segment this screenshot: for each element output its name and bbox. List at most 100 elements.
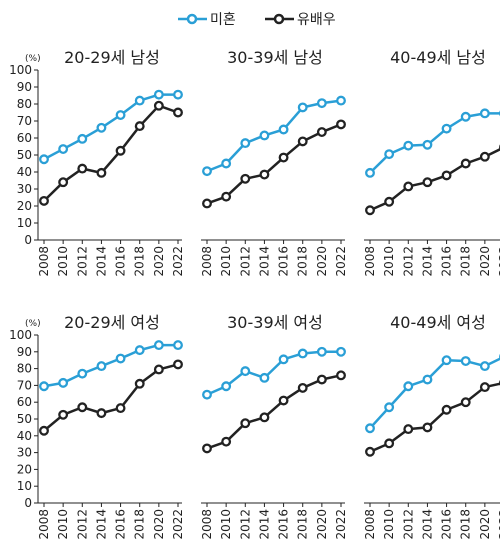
panel-title-40-49세-여성: 40-49세 여성 [390, 313, 486, 332]
data-point-unmarried-20-29세-남성-2012 [77, 133, 88, 144]
data-point-married-40-49세-여성-2014 [422, 422, 433, 433]
x-tick-label-20-29세-여성-2018: 2018 [133, 509, 147, 540]
x-tick-label-40-49세-여성-2014: 2014 [420, 509, 434, 540]
data-point-unmarried-40-49세-여성-2018 [460, 356, 471, 366]
data-point-unmarried-40-49세-여성-2020 [479, 361, 490, 372]
x-tick-label-40-49세-여성-2022: 2022 [497, 509, 500, 540]
data-point-unmarried-20-29세-남성-2014 [96, 122, 107, 133]
data-point-married-20-29세-여성-2018 [134, 378, 145, 389]
panel-title-40-49세-남성: 40-49세 남성 [390, 48, 486, 67]
data-point-married-30-39세-남성-2012 [240, 173, 251, 184]
x-tick-label-30-39세-남성-2022: 2022 [334, 246, 348, 277]
data-point-married-30-39세-여성-2022 [336, 370, 346, 381]
x-tick-label-20-29세-남성-2014: 2014 [94, 246, 108, 277]
y-tick-label-20-29세-남성-60: 60 [17, 131, 32, 145]
legend-item-unmarried: 미혼 [178, 12, 236, 28]
data-point-unmarried-20-29세-여성-2008 [39, 381, 49, 392]
y-tick-label-20-29세-여성-60: 60 [17, 395, 32, 409]
data-point-married-20-29세-여성-2010 [58, 409, 69, 420]
y-tick-label-20-29세-여성-20: 20 [17, 462, 32, 476]
data-point-unmarried-40-49세-여성-2016 [441, 355, 452, 366]
data-point-married-40-49세-남성-2008 [365, 205, 375, 216]
data-point-married-40-49세-여성-2012 [403, 424, 414, 435]
data-point-unmarried-40-49세-남성-2008 [365, 167, 375, 178]
x-tick-label-30-39세-여성-2014: 2014 [257, 509, 271, 540]
data-point-unmarried-20-29세-여성-2022 [173, 340, 183, 351]
legend-marker-unmarried [186, 13, 198, 25]
data-point-married-40-49세-남성-2016 [441, 170, 452, 181]
data-point-unmarried-40-49세-여성-2012 [403, 381, 414, 392]
data-point-married-30-39세-남성-2018 [297, 136, 308, 147]
data-point-unmarried-40-49세-남성-2018 [460, 111, 471, 122]
data-point-unmarried-20-29세-여성-2018 [134, 345, 145, 356]
y-tick-label-20-29세-여성-0: 0 [24, 496, 32, 510]
data-point-unmarried-30-39세-여성-2012 [240, 366, 251, 377]
data-point-married-30-39세-여성-2014 [259, 412, 270, 423]
data-point-unmarried-20-29세-남성-2022 [173, 89, 183, 100]
data-point-unmarried-30-39세-여성-2018 [297, 348, 308, 359]
x-tick-label-30-39세-여성-2008: 2008 [200, 509, 214, 540]
x-tick-label-40-49세-남성-2012: 2012 [401, 246, 415, 277]
data-point-unmarried-40-49세-여성-2010 [384, 402, 395, 413]
data-point-married-20-29세-남성-2008 [39, 195, 49, 206]
x-tick-label-20-29세-여성-2022: 2022 [171, 509, 185, 540]
series-line-married-20-29세-여성 [43, 363, 179, 432]
data-point-married-20-29세-남성-2010 [58, 177, 69, 188]
data-point-married-40-49세-여성-2020 [479, 382, 490, 393]
y-tick-label-20-29세-여성-100: 100 [9, 328, 32, 342]
data-point-unmarried-20-29세-남성-2008 [39, 154, 49, 165]
y-tick-label-20-29세-남성-30: 30 [17, 182, 32, 196]
data-point-unmarried-20-29세-남성-2010 [58, 144, 69, 154]
legend-label-unmarried: 미혼 [210, 12, 236, 28]
x-tick-label-20-29세-여성-2014: 2014 [94, 509, 108, 540]
panel-30-39세-여성: 30-39세 여성 2008 2010 2012 2014 2016 2018 2020 202… [200, 313, 348, 540]
y-tick-label-20-29세-남성-90: 90 [17, 80, 32, 94]
data-point-married-30-39세-남성-2014 [259, 169, 270, 180]
data-point-unmarried-30-39세-남성-2022 [336, 95, 346, 106]
panel-20-29세-남성: 20-29세 남성 0 10 20 30 40 50 60 70 80 90 100(%) 2008 20… [9, 48, 185, 277]
x-tick-label-20-29세-여성-2010: 2010 [56, 509, 70, 540]
data-point-unmarried-20-29세-남성-2018 [134, 95, 145, 106]
x-tick-label-20-29세-남성-2020: 2020 [152, 246, 166, 277]
data-point-unmarried-30-39세-남성-2018 [297, 102, 308, 113]
x-tick-label-30-39세-여성-2016: 2016 [277, 509, 291, 540]
data-point-unmarried-30-39세-남성-2012 [240, 138, 251, 149]
data-point-married-40-49세-여성-2008 [365, 446, 375, 457]
x-tick-label-30-39세-남성-2010: 2010 [219, 246, 233, 277]
data-point-married-40-49세-남성-2012 [403, 181, 414, 192]
y-tick-label-20-29세-남성-100: 100 [9, 63, 32, 77]
panel-20-29세-여성: 20-29세 여성 0 10 20 30 40 50 60 70 80 90 100(%) 2008 20… [9, 313, 185, 540]
panel-title-30-39세-남성: 30-39세 남성 [227, 48, 323, 67]
data-point-unmarried-20-29세-여성-2014 [96, 361, 107, 372]
data-point-unmarried-30-39세-여성-2008 [202, 389, 212, 400]
data-point-unmarried-20-29세-여성-2010 [58, 377, 69, 388]
data-point-married-20-29세-남성-2014 [96, 167, 107, 178]
data-point-unmarried-30-39세-남성-2014 [259, 130, 270, 141]
x-tick-label-30-39세-남성-2020: 2020 [315, 246, 329, 277]
data-point-married-30-39세-남성-2010 [221, 191, 232, 202]
y-tick-label-20-29세-남성-70: 70 [17, 114, 32, 128]
data-point-unmarried-30-39세-여성-2016 [278, 354, 289, 365]
data-point-unmarried-40-49세-남성-2010 [384, 149, 395, 160]
panel-title-30-39세-여성: 30-39세 여성 [227, 313, 323, 332]
y-tick-label-20-29세-남성-20: 20 [17, 199, 32, 213]
x-tick-label-20-29세-남성-2010: 2010 [56, 246, 70, 277]
y-tick-label-20-29세-여성-70: 70 [17, 378, 32, 392]
x-tick-label-30-39세-남성-2014: 2014 [257, 246, 271, 277]
data-point-married-20-29세-남성-2016 [115, 145, 126, 156]
data-point-unmarried-40-49세-여성-2014 [422, 374, 433, 385]
x-tick-label-30-39세-여성-2012: 2012 [238, 509, 252, 540]
data-point-married-20-29세-남성-2012 [77, 163, 88, 174]
series-line-unmarried-40-49세-남성 [369, 112, 500, 174]
data-point-married-20-29세-여성-2020 [153, 364, 164, 375]
legend: 미혼 유배우 [178, 12, 336, 28]
data-point-married-20-29세-남성-2018 [134, 121, 145, 132]
data-point-married-30-39세-여성-2016 [278, 395, 289, 406]
data-point-unmarried-20-29세-남성-2016 [115, 110, 126, 120]
x-tick-label-40-49세-남성-2018: 2018 [459, 246, 473, 277]
data-point-married-40-49세-여성-2018 [460, 397, 471, 408]
data-point-married-30-39세-남성-2008 [202, 198, 212, 209]
x-tick-label-40-49세-여성-2018: 2018 [459, 509, 473, 540]
x-tick-label-40-49세-여성-2016: 2016 [440, 509, 454, 540]
